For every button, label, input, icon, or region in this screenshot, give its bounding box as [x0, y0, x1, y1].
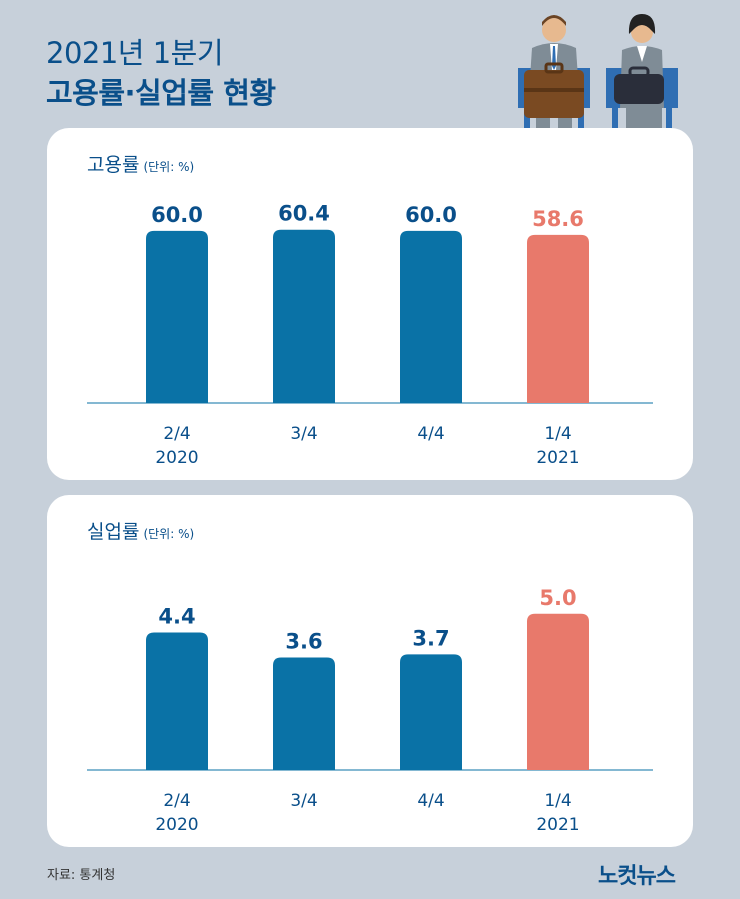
unemployment-unit: (단위: %) [143, 527, 195, 541]
employment-chart-title: 고용률 (단위: %) [87, 150, 194, 177]
unemployment-category-label-2: 4/4 [417, 791, 444, 811]
employment-rate-panel: 고용률 (단위: %) 60.0 2/4 2020 60.4 3/4 60.0 4/4 58.6… [47, 128, 693, 480]
employment-category-label-0-year: 2020 [155, 448, 198, 468]
employment-title-text: 고용률 [87, 154, 140, 176]
employment-value-label-0: 60.0 [151, 203, 203, 227]
employment-value-label-2: 60.0 [405, 203, 457, 227]
employment-value-label-1: 60.4 [278, 202, 330, 226]
unemployment-value-label-1: 3.6 [285, 630, 322, 654]
employment-category-label-3: 1/4 [544, 424, 571, 444]
page-title-line1: 2021년 1분기 [46, 36, 224, 70]
unemployment-bar-2 [400, 654, 462, 770]
employment-value-label-3: 58.6 [532, 207, 584, 231]
unemployment-category-label-0: 2/4 [163, 791, 190, 811]
employment-bar-2 [400, 230, 462, 403]
unemployment-category-label-3-year: 2021 [536, 815, 579, 835]
unemployment-value-label-2: 3.7 [412, 626, 449, 650]
unemployment-bar-0 [146, 632, 208, 770]
employment-bar-1 [273, 229, 335, 403]
employment-category-label-1: 3/4 [290, 424, 317, 444]
unemployment-category-label-1: 3/4 [290, 791, 317, 811]
employment-unit: (단위: %) [143, 160, 195, 174]
page-title-line2: 고용률·실업률 현황 [46, 76, 276, 110]
employment-bar-3 [527, 234, 589, 403]
unemployment-bar-chart: 4.4 2/4 2020 3.6 3/4 3.7 4/4 5.0 1/4 2021 [87, 586, 653, 835]
unemployment-bar-1 [273, 657, 335, 770]
source-note: 자료: 통계청 [47, 868, 116, 883]
employment-bar-chart: 60.0 2/4 2020 60.4 3/4 60.0 4/4 58.6 1/4 2021 [87, 202, 653, 468]
logo: 노컷뉴스 [598, 864, 676, 889]
employment-category-label-3-year: 2021 [536, 448, 579, 468]
unemployment-value-label-3: 5.0 [539, 586, 576, 610]
employment-bar-0 [146, 230, 208, 403]
unemployment-category-label-0-year: 2020 [155, 815, 198, 835]
unemployment-value-label-0: 4.4 [158, 605, 195, 629]
unemployment-category-label-3: 1/4 [544, 791, 571, 811]
employment-category-label-2: 4/4 [417, 424, 444, 444]
unemployment-rate-panel: 실업률 (단위: %) 4.4 2/4 2020 3.6 3/4 3.7 4/4 5.0 1/4 2… [47, 495, 693, 847]
unemployment-bar-3 [527, 613, 589, 770]
employment-category-label-0: 2/4 [163, 424, 190, 444]
unemployment-title-text: 실업률 [87, 521, 140, 543]
unemployment-chart-title: 실업률 (단위: %) [87, 517, 194, 544]
